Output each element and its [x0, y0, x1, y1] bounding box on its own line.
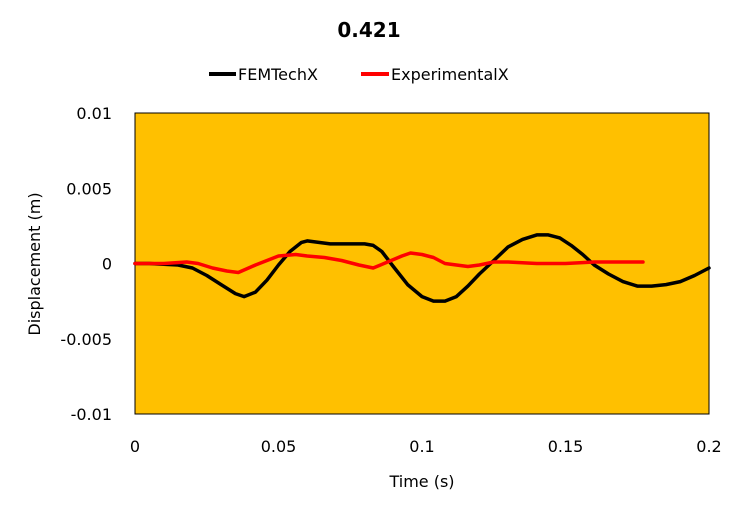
y-tick-label: 0.01 — [76, 104, 112, 123]
x-tick-label: 0.1 — [409, 437, 434, 456]
y-tick-label: -0.01 — [71, 405, 112, 424]
y-tick-label: -0.005 — [60, 330, 112, 349]
legend-label-experimentalx: ExperimentalX — [391, 65, 509, 84]
series-line-experimentalx — [133, 251, 645, 275]
chart-title: 0.421 — [337, 18, 400, 42]
series-lines — [133, 233, 711, 303]
axis-ticks: 0.01 0.005 0 -0.005 -0.01 0 0.05 0.1 0.15 0.2 — [60, 104, 721, 456]
legend: FEMTechX ExperimentalX — [209, 65, 509, 84]
series-line-femtechx — [133, 233, 711, 303]
y-tick-label: 0 — [102, 255, 112, 274]
x-tick-label: 0.15 — [548, 437, 584, 456]
x-axis-title: Time (s) — [388, 472, 454, 491]
x-tick-label: 0 — [130, 437, 140, 456]
y-tick-label: 0.005 — [66, 179, 112, 198]
x-tick-label: 0.2 — [696, 437, 721, 456]
x-tick-label: 0.05 — [261, 437, 297, 456]
legend-label-femtechx: FEMTechX — [238, 65, 318, 84]
y-axis-title: Displacement (m) — [25, 192, 44, 335]
